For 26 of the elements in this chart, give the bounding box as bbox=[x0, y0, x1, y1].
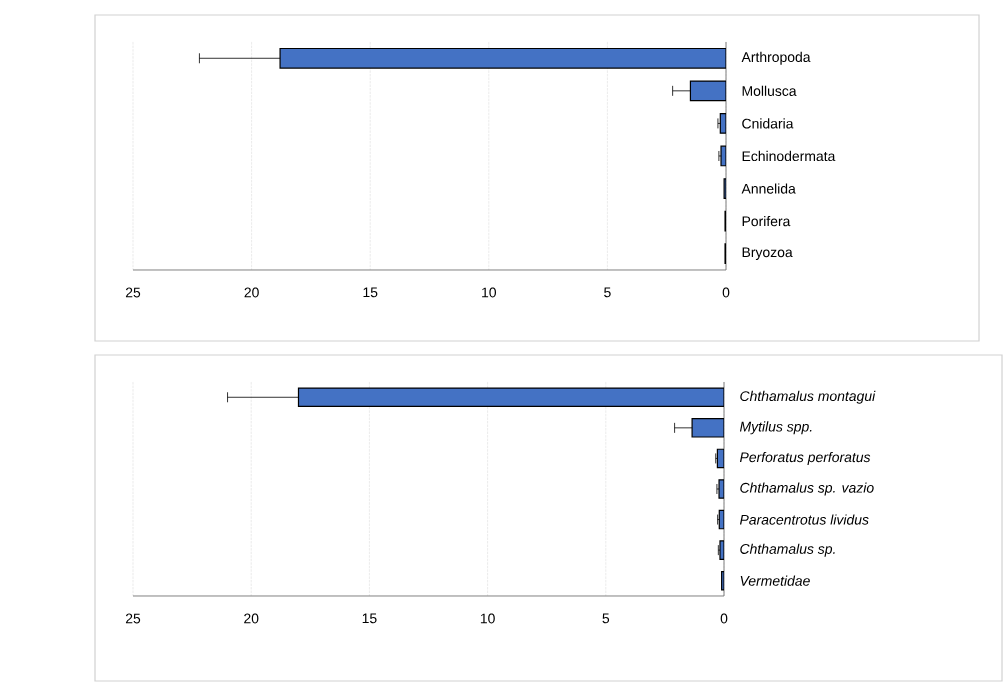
y-tick-label: Mytilus spp. bbox=[739, 421, 812, 435]
x-tick-label: 25 bbox=[125, 287, 141, 298]
x-tick-label: 5 bbox=[604, 287, 611, 298]
x-tick-label: 15 bbox=[362, 613, 377, 624]
x-tick-label: 20 bbox=[244, 613, 259, 624]
y-tick-label: Chthamalus sp. vazio bbox=[740, 482, 874, 496]
x-tick-label: 10 bbox=[480, 613, 495, 624]
x-tick-label: 25 bbox=[125, 613, 141, 624]
y-tick-label: Mollusca bbox=[742, 85, 797, 96]
y-tick-label: Cnidaria bbox=[742, 118, 794, 129]
y-tick-label: Porifera bbox=[742, 216, 791, 227]
x-tick-label: 5 bbox=[602, 613, 610, 624]
y-tick-label: Paracentrotus lividus bbox=[739, 514, 869, 525]
y-tick-label: Vermetidae bbox=[740, 575, 810, 586]
y-tick-label: Arthropoda bbox=[741, 51, 811, 65]
x-tick-label: 0 bbox=[720, 613, 728, 624]
y-tick-label: Annelida bbox=[741, 183, 796, 194]
x-tick-label: 0 bbox=[722, 287, 730, 298]
y-tick-label: Chthamalus montagui bbox=[740, 390, 876, 404]
y-tick-label: Echinodermata bbox=[742, 150, 836, 162]
x-tick-label: 20 bbox=[244, 287, 259, 298]
y-tick-label: Chthamalus sp. bbox=[740, 543, 835, 557]
x-tick-label: 10 bbox=[482, 287, 497, 298]
x-tick-label: 15 bbox=[363, 287, 378, 298]
y-tick-label: Bryozoa bbox=[742, 247, 793, 260]
y-tick-label: Perforatus perforatus bbox=[739, 451, 871, 465]
